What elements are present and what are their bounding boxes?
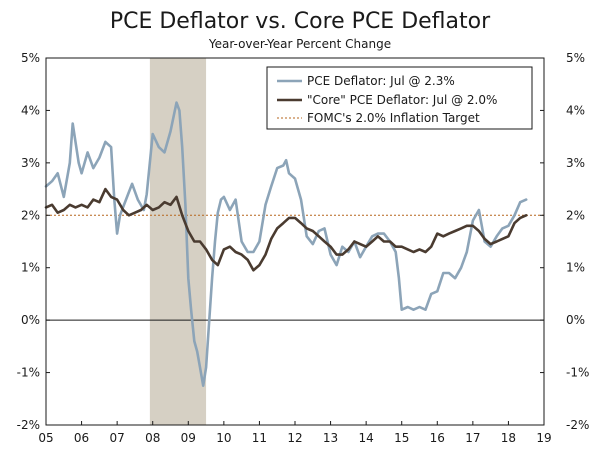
y-tick-label-right: -1% <box>566 366 589 380</box>
y-tick-label-left: 5% <box>21 51 40 65</box>
x-tick-label: 13 <box>323 431 338 445</box>
y-tick-label-left: 0% <box>21 313 40 327</box>
y-tick-label-right: 0% <box>566 313 585 327</box>
x-tick-label: 05 <box>38 431 53 445</box>
legend-label-pce: PCE Deflator: Jul @ 2.3% <box>307 74 455 88</box>
legend: PCE Deflator: Jul @ 2.3% "Core" PCE Defl… <box>266 66 533 130</box>
x-tick-label: 15 <box>394 431 409 445</box>
series-line-pce <box>44 101 528 387</box>
y-tick-label-left: -2% <box>17 418 40 432</box>
chart-subtitle: Year-over-Year Percent Change <box>208 37 391 51</box>
y-tick-label-left: 1% <box>21 261 40 275</box>
legend-box <box>266 66 533 130</box>
y-axis-right-ticks: -2% -1% 0% 1% 2% 3% 4% 5% <box>540 51 589 432</box>
y-tick-label-left: -1% <box>17 366 40 380</box>
y-tick-label-right: 5% <box>566 51 585 65</box>
chart-title: PCE Deflator vs. Core PCE Deflator <box>110 9 491 34</box>
y-tick-label-left: 3% <box>21 156 40 170</box>
y-tick-label-right: 4% <box>566 103 585 117</box>
series-line-core <box>44 187 528 272</box>
x-tick-label: 18 <box>501 431 516 445</box>
x-tick-label: 09 <box>181 431 196 445</box>
y-tick-label-right: 2% <box>566 208 585 222</box>
x-tick-label: 10 <box>216 431 231 445</box>
x-tick-label: 08 <box>145 431 160 445</box>
x-tick-label: 06 <box>74 431 89 445</box>
y-tick-label-left: 2% <box>21 208 40 222</box>
y-tick-label-right: 3% <box>566 156 585 170</box>
legend-label-target: FOMC's 2.0% Inflation Target <box>307 111 480 125</box>
x-tick-label: 16 <box>430 431 445 445</box>
series-layer <box>44 101 528 387</box>
y-axis-left-ticks: -2% -1% 0% 1% 2% 3% 4% 5% <box>17 51 50 432</box>
x-tick-label: 17 <box>465 431 480 445</box>
x-tick-label: 11 <box>252 431 267 445</box>
x-tick-label: 07 <box>110 431 125 445</box>
x-axis-ticks: 05 06 07 08 09 10 11 12 13 14 15 16 17 18 19 <box>38 421 552 445</box>
x-tick-label: 19 <box>536 431 551 445</box>
x-tick-label: 14 <box>359 431 374 445</box>
legend-label-core: "Core" PCE Deflator: Jul @ 2.0% <box>307 93 497 107</box>
y-tick-label-right: -2% <box>566 418 589 432</box>
y-tick-label-right: 1% <box>566 261 585 275</box>
x-tick-label: 12 <box>287 431 302 445</box>
y-tick-label-left: 4% <box>21 103 40 117</box>
